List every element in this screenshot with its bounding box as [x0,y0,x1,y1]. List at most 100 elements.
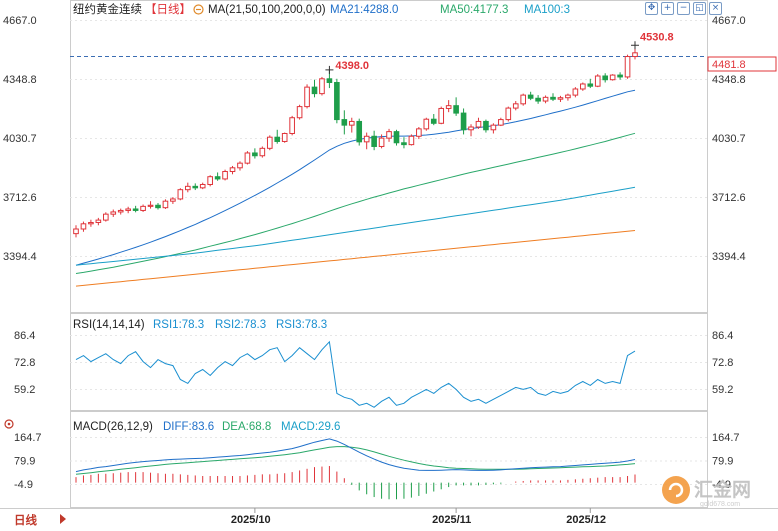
candle-body-up [520,94,527,105]
candle-body-down [617,74,623,78]
candle [103,212,109,222]
candle-body-down [550,96,556,100]
candle-body-up [184,185,191,191]
candle [184,182,191,193]
candle-body-up [468,126,474,131]
candle [587,78,594,89]
candle-body-up [609,74,616,81]
candle [132,205,139,213]
candle [580,82,586,91]
rsi-gridlines [70,335,707,390]
price-tick-left: 4667.0 [3,15,37,27]
candle [423,117,430,131]
date-label: 2025/11 [432,514,471,526]
candle-body-up [147,204,154,207]
candle-body-up [177,189,184,200]
price-gridlines [70,20,707,257]
zoom-out-icon[interactable]: − [677,2,690,15]
candle-body-up [363,135,370,143]
macd-tick-right: -4.9 [712,479,731,491]
candle [117,208,124,215]
candle [214,172,221,181]
candle-body-down [326,78,333,83]
candle-body-down [155,204,161,209]
price-tick-left: 4030.7 [3,133,37,145]
instrument-title: 纽约黄金连续 [73,2,142,16]
candle [348,117,355,133]
candle-body-up [266,136,273,149]
candle [602,73,608,83]
high-value-label: 4530.8 [640,31,674,43]
price-tick-right: 3394.4 [712,251,746,263]
candle-body-up [542,96,549,102]
candle [609,74,616,81]
candle-body-up [490,124,497,131]
candle-body-down [527,94,534,99]
ma-label: MA(21,50,100,200,0,0) [208,4,326,16]
candle [199,182,206,190]
ma-line-ma21 [75,89,636,266]
candle [408,134,415,146]
candle [624,54,631,79]
candle-body-up [386,131,392,139]
rsi-tick-right: 59.2 [712,384,733,396]
candle-body-down [401,142,407,146]
watermark-url: gold678.com [700,501,740,508]
candle [229,165,236,175]
candle-body-down [460,112,467,131]
restore-icon[interactable]: ◱ [693,2,706,15]
candle [438,106,445,125]
candle [565,93,571,101]
candle-body-down [453,105,459,114]
candle [535,95,541,104]
macd-tick-left: -4.9 [14,479,33,491]
price-tick-right: 3712.6 [712,192,746,204]
macd-tick-labels-left: 164.7 79.9 -4.9 [14,432,42,491]
candle-body-up [498,119,504,126]
candle [73,225,79,238]
close-icon[interactable]: × [709,2,722,15]
candle [505,106,512,122]
candle-body-down [430,118,437,124]
candle [237,161,243,171]
current-price-tag: 4481.8 [707,56,777,72]
candle-body-up [259,147,266,157]
candle-body-up [162,200,169,209]
macd-diff-value: DIFF:83.6 [163,421,214,433]
watermark-logo-icon [662,476,690,504]
rsi-tick-right: 72.8 [712,357,733,369]
move-icon[interactable]: ✥ [645,2,658,15]
price-tick-right: 4348.8 [712,74,746,86]
rsi-tick-left: 59.2 [14,384,35,396]
candle-body-up [580,83,586,90]
candle [170,197,176,204]
current-price-value: 4481.8 [712,59,746,71]
candle-body-up [416,128,422,137]
candle-body-down [393,131,400,144]
rsi3-value: RSI3:78.3 [276,319,327,331]
candle [296,104,303,120]
candle [88,219,94,227]
zoom-in-icon[interactable]: + [661,2,674,15]
candle-body-up [199,183,206,189]
period-label[interactable]: 【日线】 [145,2,191,16]
rsi-line [75,340,636,408]
settings-gear-icon[interactable] [193,4,204,15]
candle [259,146,266,158]
candle-body-down [311,86,318,95]
macd-settings-icon[interactable] [4,419,14,429]
price-tick-labels-left: 4667.0 4348.8 4030.7 3712.6 3394.4 [3,15,37,263]
candle [281,132,288,143]
candle-body-up [632,52,638,58]
candle-body-up [207,176,213,185]
footer-period-button[interactable]: 日线 [0,509,70,531]
price-tick-left: 4348.8 [3,74,37,86]
macd-label: MACD(26,12,9) [73,421,153,433]
candle-body-up [244,152,251,164]
candle [95,217,102,226]
candle [222,169,228,181]
candle [393,129,400,146]
candle [110,209,117,217]
